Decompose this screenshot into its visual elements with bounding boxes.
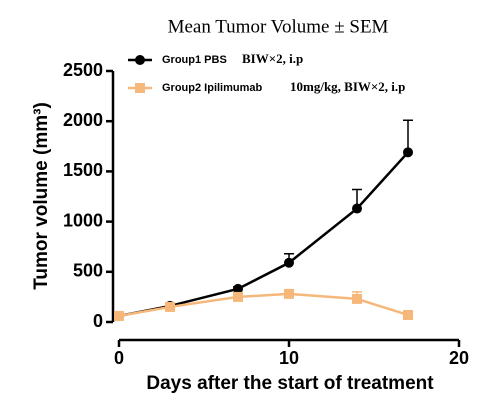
x-tick-label: 20 (449, 348, 469, 368)
chart-title: Mean Tumor Volume ± SEM (168, 16, 389, 37)
y-tick-label: 1000 (63, 210, 103, 230)
marker (233, 283, 243, 294)
x-axis-label: Days after the start of treatment (146, 373, 434, 394)
legend-annotation: BIW×2, i.p (242, 51, 303, 66)
marker (403, 147, 413, 158)
series-line (118, 151, 409, 318)
marker (284, 257, 294, 268)
y-tick-label: 2500 (63, 60, 103, 80)
y-axis-label: Tumor volume (mm³) (31, 102, 52, 290)
legend-marker (135, 55, 145, 65)
x-tick-label: 0 (114, 348, 124, 368)
error-bar (403, 119, 413, 153)
marker (233, 291, 243, 302)
legend-marker (135, 83, 145, 93)
marker (165, 301, 175, 312)
y-tick-label: 500 (73, 261, 103, 281)
legend-label: Group1 PBS (162, 54, 227, 66)
legend-label: Group2 Ipilimumab (162, 82, 263, 94)
marker (114, 310, 124, 321)
x-tick-label: 10 (279, 348, 299, 368)
series-line (118, 292, 409, 318)
y-tick-label: 1500 (63, 160, 103, 180)
marker (352, 203, 362, 214)
marker (284, 288, 294, 299)
marker (403, 309, 413, 320)
y-tick-label: 2000 (63, 110, 103, 130)
marker (352, 293, 362, 304)
y-tick-label: 0 (93, 311, 103, 331)
legend-annotation: 10mg/kg, BIW×2, i.p (290, 79, 405, 94)
